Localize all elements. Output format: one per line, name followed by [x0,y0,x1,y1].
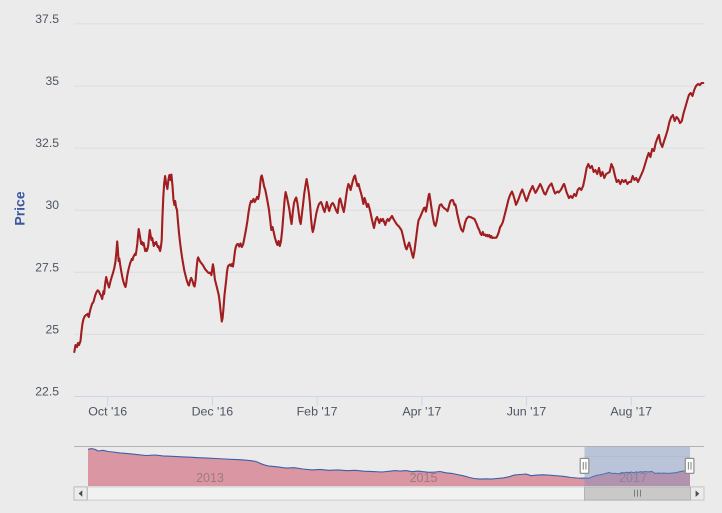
svg-text:Jun '17: Jun '17 [507,405,547,419]
svg-text:22.5: 22.5 [35,385,59,399]
svg-text:32.5: 32.5 [35,136,59,150]
svg-text:37.5: 37.5 [35,12,59,26]
svg-text:Oct '16: Oct '16 [88,405,127,419]
svg-text:30: 30 [45,198,59,212]
svg-text:2015: 2015 [410,471,438,485]
svg-text:Dec '16: Dec '16 [192,405,234,419]
svg-text:25: 25 [45,322,59,336]
svg-text:Price: Price [12,191,28,225]
svg-text:Aug '17: Aug '17 [610,405,652,419]
svg-text:Feb '17: Feb '17 [297,405,338,419]
svg-text:2017: 2017 [619,471,647,485]
svg-text:Apr '17: Apr '17 [402,405,441,419]
svg-text:35: 35 [45,74,59,88]
svg-text:2013: 2013 [196,471,224,485]
svg-text:27.5: 27.5 [35,260,59,274]
